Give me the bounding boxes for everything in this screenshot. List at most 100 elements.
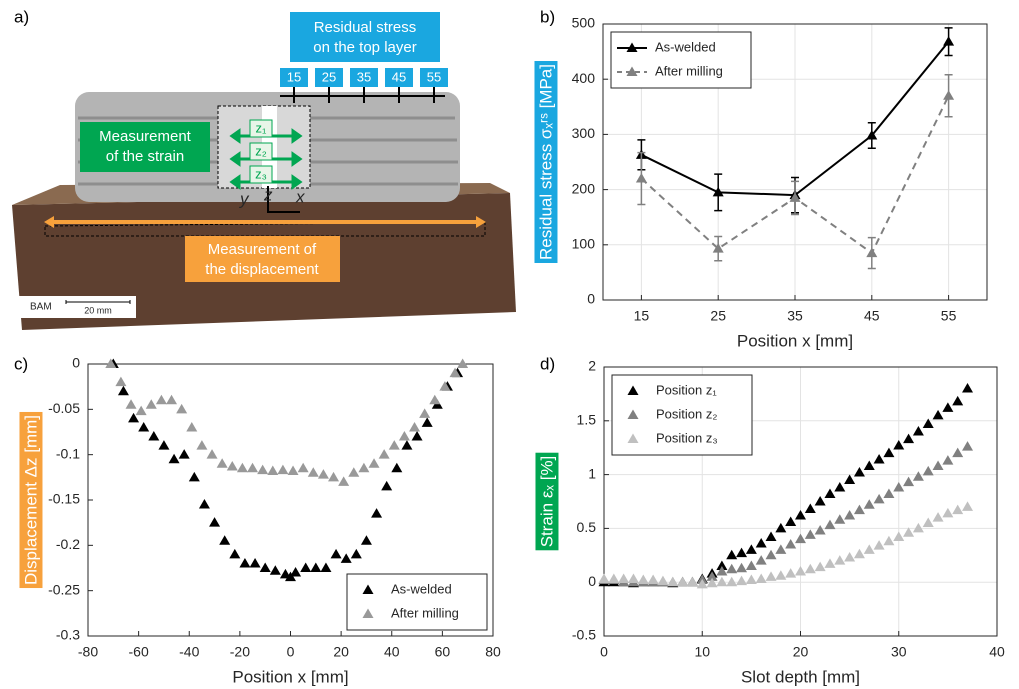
strain-text: Measurement (99, 128, 192, 145)
marker (785, 568, 797, 578)
scale-text: 20 mm (84, 305, 112, 315)
marker (942, 507, 954, 518)
legend-marker (627, 385, 639, 395)
marker (371, 508, 383, 518)
marker (814, 561, 826, 572)
marker (290, 567, 302, 577)
y-label-background (535, 452, 559, 551)
x-tick-label: 40 (384, 644, 400, 660)
displacement-text: the displacement (205, 261, 319, 278)
gauge-label: z₁ (256, 120, 268, 135)
y-tick-label: -0.3 (56, 627, 80, 643)
strain-text: of the strain (106, 148, 184, 165)
position-label: 15 (287, 69, 301, 84)
marker (755, 573, 767, 583)
marker (745, 574, 757, 585)
marker (726, 549, 738, 560)
marker (267, 465, 279, 475)
marker (310, 562, 322, 572)
marker (176, 403, 188, 414)
x-tick-label: 30 (891, 644, 907, 660)
marker (401, 440, 413, 450)
y-tick-label: -0.15 (48, 491, 80, 507)
scale-bar (65, 300, 131, 304)
axis-letter: y (239, 189, 250, 208)
marker (128, 412, 140, 423)
marker (863, 460, 875, 470)
marker (686, 576, 698, 587)
marker (247, 462, 259, 473)
marker (873, 493, 885, 504)
marker (736, 562, 748, 573)
position-label: 25 (322, 69, 336, 84)
x-tick-label: 80 (485, 644, 501, 660)
marker (765, 531, 777, 542)
marker (866, 130, 878, 140)
marker (360, 535, 372, 545)
marker (249, 557, 261, 568)
coord-axes (267, 186, 300, 213)
legend-marker (626, 66, 638, 76)
marker (716, 560, 728, 571)
position-label: 45 (392, 69, 406, 84)
marker (893, 440, 905, 450)
marker (775, 544, 787, 554)
marker (824, 488, 836, 498)
plot-frame (602, 23, 988, 301)
y-tick-label: 500 (572, 15, 596, 31)
marker (893, 482, 905, 492)
marker (804, 563, 816, 574)
gauge-label: z₂ (255, 143, 267, 158)
x-tick-label: -80 (78, 644, 98, 660)
marker (155, 394, 167, 405)
marker (138, 421, 150, 432)
marker (647, 574, 659, 585)
legend-label: Position z₃ (656, 430, 718, 445)
stress-text: on the top layer (313, 39, 416, 56)
y-tick-label: 0 (72, 355, 80, 371)
x-tick-label: -20 (230, 644, 250, 660)
gauge-box (249, 165, 273, 184)
marker (716, 565, 728, 576)
marker (943, 90, 955, 100)
marker (635, 173, 647, 183)
marker (942, 402, 954, 412)
x-axis-label: Position x [mm] (737, 331, 853, 350)
position-box (420, 68, 448, 87)
marker (196, 440, 208, 450)
marker (745, 560, 757, 571)
marker (206, 449, 218, 459)
marker (229, 548, 241, 559)
stress-text: Residual stress (314, 19, 417, 36)
marker (166, 394, 178, 405)
marker (358, 462, 370, 473)
marker (962, 501, 974, 511)
panel-label: d) (540, 354, 555, 373)
marker (338, 476, 350, 486)
marker (834, 514, 846, 524)
marker (853, 466, 865, 477)
marker (824, 519, 836, 530)
marker (677, 576, 689, 587)
marker (726, 576, 738, 587)
marker (378, 449, 390, 459)
legend-label: Position z₂ (656, 406, 717, 421)
marker (853, 504, 865, 515)
stress-box (290, 12, 440, 62)
x-tick-label: 55 (941, 308, 957, 324)
marker (765, 549, 777, 560)
marker (419, 408, 431, 418)
y-tick-label: -0.5 (572, 627, 596, 643)
marker (863, 499, 875, 509)
y-tick-label: 400 (572, 70, 596, 86)
marker (883, 535, 895, 546)
y-tick-label: 200 (572, 180, 596, 196)
y-tick-label: -0.25 (48, 581, 80, 597)
marker (912, 522, 924, 533)
displacement-box (185, 236, 340, 282)
marker (712, 243, 724, 253)
base-outline (44, 221, 486, 237)
marker (348, 467, 360, 477)
y-tick-label: -0.05 (48, 400, 80, 416)
axis-letter: z (263, 185, 273, 204)
